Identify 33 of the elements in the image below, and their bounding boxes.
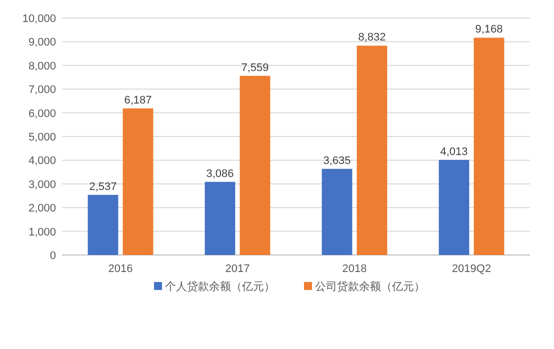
y-tick-label: 0 <box>50 250 56 262</box>
x-tick-label: 2019Q2 <box>452 263 492 275</box>
data-label: 2,537 <box>89 180 117 193</box>
y-tick-label: 9,000 <box>28 36 56 49</box>
y-tick-label: 10,000 <box>22 13 56 25</box>
x-tick-label: 2017 <box>225 263 250 275</box>
bar <box>240 76 270 255</box>
x-tick-label: 2016 <box>108 263 133 275</box>
data-label: 3,086 <box>206 168 234 180</box>
data-label: 9,168 <box>475 24 503 36</box>
data-label: 6,187 <box>124 94 152 106</box>
y-tick-label: 4,000 <box>28 155 56 168</box>
y-tick-label: 2,000 <box>28 202 56 215</box>
y-tick-label: 1,000 <box>28 226 56 238</box>
data-label: 4,013 <box>440 146 468 158</box>
y-tick-label: 8,000 <box>28 60 56 72</box>
y-tick-label: 7,000 <box>28 84 56 96</box>
bar <box>122 108 154 255</box>
bar <box>474 38 504 255</box>
data-label: 8,832 <box>358 32 386 44</box>
bar <box>322 168 352 255</box>
legend-label: 公司贷款余额（亿元） <box>315 280 425 293</box>
y-tick-label: 5,000 <box>28 132 56 144</box>
y-tick-label: 6,000 <box>28 108 56 120</box>
data-label: 7,559 <box>241 62 269 74</box>
y-tick-label: 3,000 <box>28 178 56 191</box>
bar <box>356 46 388 255</box>
legend-label: 个人贷款余额（亿元） <box>165 280 275 293</box>
bar <box>438 160 470 255</box>
bar <box>204 182 236 255</box>
data-label: 3,635 <box>323 154 351 167</box>
x-tick-label: 2018 <box>342 263 367 275</box>
bar <box>88 194 118 255</box>
